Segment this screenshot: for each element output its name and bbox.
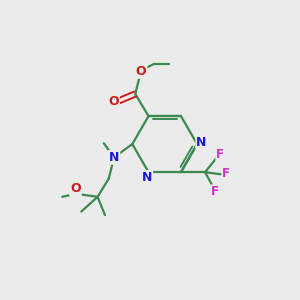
Text: O: O: [70, 182, 81, 195]
Text: O: O: [136, 65, 146, 78]
Text: O: O: [108, 95, 119, 108]
Text: F: F: [212, 185, 219, 198]
Text: N: N: [196, 136, 207, 149]
Text: N: N: [142, 171, 152, 184]
Text: F: F: [222, 167, 230, 180]
Text: N: N: [109, 151, 119, 164]
Text: F: F: [216, 148, 224, 161]
